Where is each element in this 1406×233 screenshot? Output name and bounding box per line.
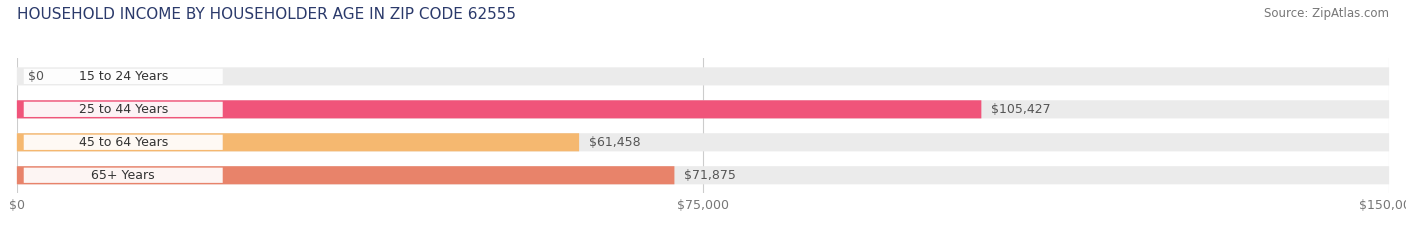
- FancyBboxPatch shape: [24, 168, 222, 183]
- FancyBboxPatch shape: [24, 102, 222, 117]
- Text: $105,427: $105,427: [991, 103, 1050, 116]
- FancyBboxPatch shape: [17, 166, 1389, 184]
- FancyBboxPatch shape: [17, 100, 981, 118]
- Text: $0: $0: [28, 70, 44, 83]
- FancyBboxPatch shape: [24, 69, 222, 84]
- FancyBboxPatch shape: [17, 166, 675, 184]
- FancyBboxPatch shape: [17, 133, 1389, 151]
- Text: $71,875: $71,875: [683, 169, 735, 182]
- Text: 65+ Years: 65+ Years: [91, 169, 155, 182]
- Text: 25 to 44 Years: 25 to 44 Years: [79, 103, 167, 116]
- Text: Source: ZipAtlas.com: Source: ZipAtlas.com: [1264, 7, 1389, 20]
- FancyBboxPatch shape: [17, 133, 579, 151]
- Text: $61,458: $61,458: [589, 136, 640, 149]
- Text: 45 to 64 Years: 45 to 64 Years: [79, 136, 167, 149]
- Text: HOUSEHOLD INCOME BY HOUSEHOLDER AGE IN ZIP CODE 62555: HOUSEHOLD INCOME BY HOUSEHOLDER AGE IN Z…: [17, 7, 516, 22]
- Text: 15 to 24 Years: 15 to 24 Years: [79, 70, 167, 83]
- FancyBboxPatch shape: [24, 135, 222, 150]
- FancyBboxPatch shape: [17, 100, 1389, 118]
- FancyBboxPatch shape: [17, 67, 1389, 86]
